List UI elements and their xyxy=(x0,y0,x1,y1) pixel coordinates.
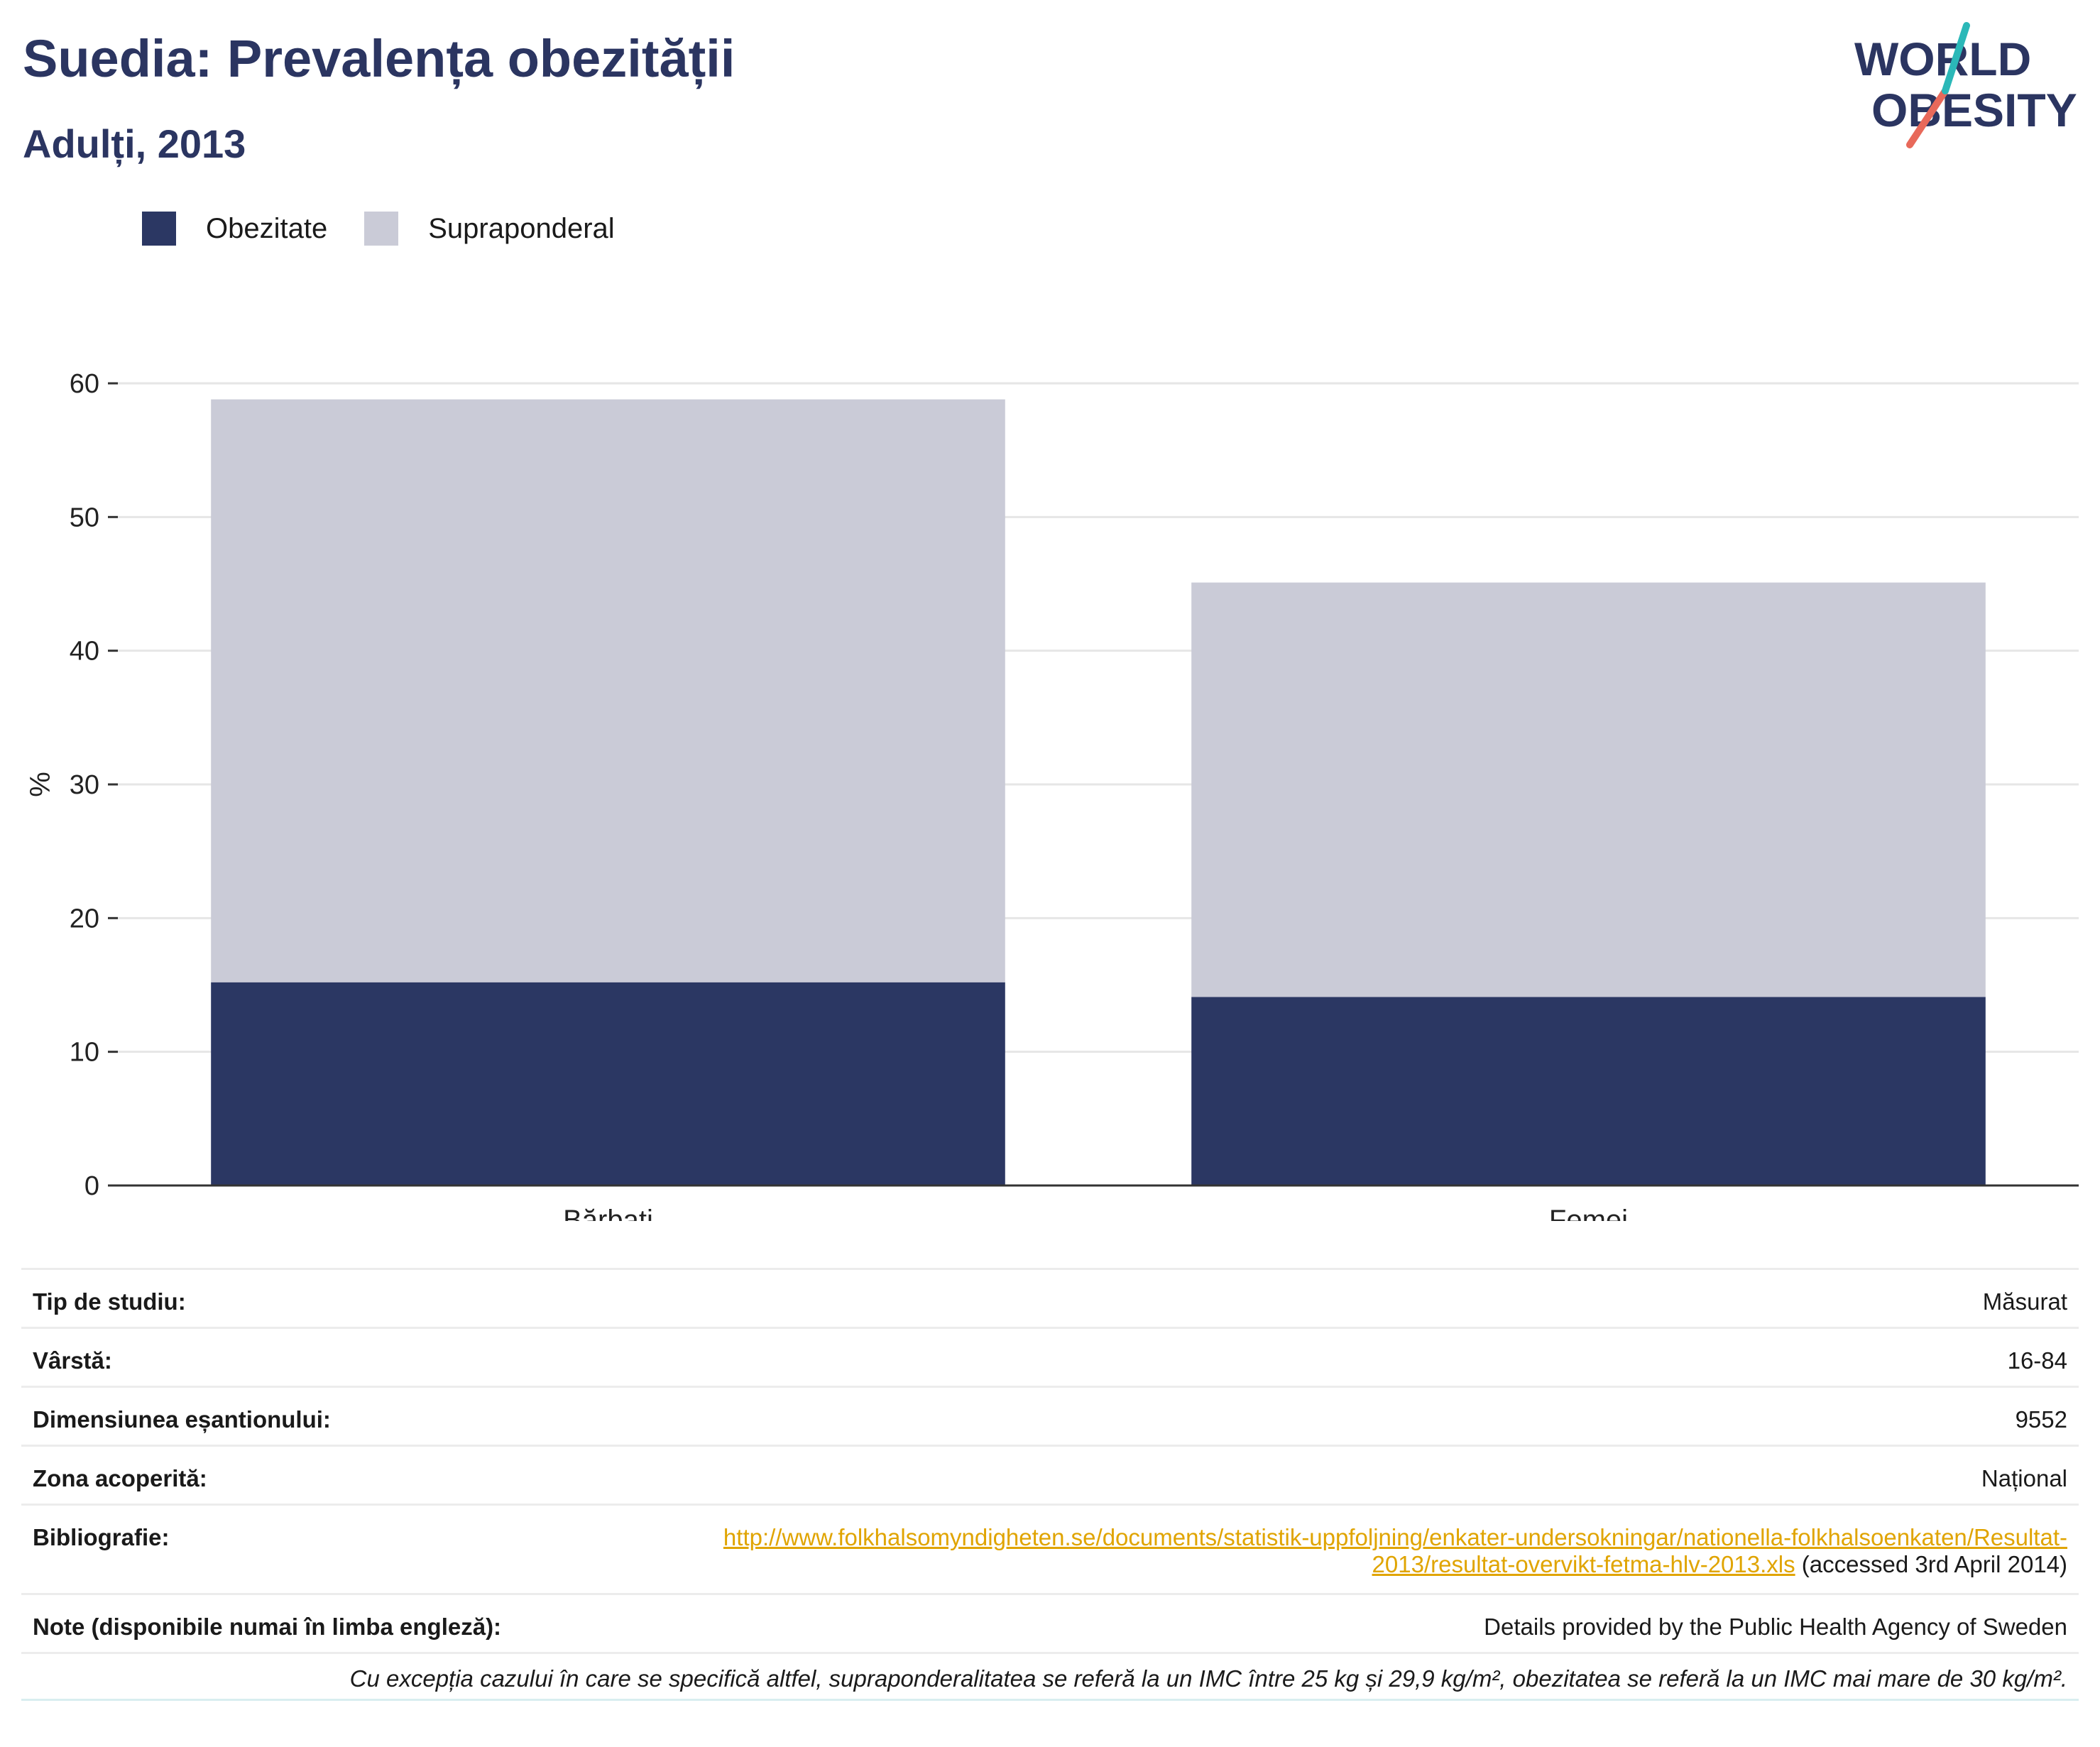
bar-overweight xyxy=(1191,582,1986,997)
info-row: Tip de studiu: Măsurat xyxy=(21,1268,2079,1327)
info-row: Dimensiunea eșantionului: 9552 xyxy=(21,1386,2079,1445)
legend-item-obesity[interactable]: Obezitate xyxy=(142,212,327,246)
info-row-bibliography: Bibliografie: http://www.folkhalsomyndig… xyxy=(21,1504,2079,1593)
x-tick-label: Femei xyxy=(1549,1205,1628,1221)
y-tick-label: 0 xyxy=(84,1171,99,1201)
divider xyxy=(21,1699,2079,1701)
chart-title: Suedia: Prevalența obezității xyxy=(23,29,735,88)
info-row-label: Tip de studiu: xyxy=(33,1288,186,1315)
svg-text:WORLD: WORLD xyxy=(1854,33,2031,85)
info-row-notes: Note (disponibile numai în limba engleză… xyxy=(21,1593,2079,1652)
legend-swatch-obesity xyxy=(142,212,176,246)
bibliography-accessed: (accessed 3rd April 2014) xyxy=(1795,1551,2067,1577)
info-row-value: 16-84 xyxy=(2007,1347,2067,1374)
info-row-label: Dimensiunea eșantionului: xyxy=(33,1406,331,1433)
chart-subtitle: Adulți, 2013 xyxy=(23,121,246,166)
info-row-label: Vârstă: xyxy=(33,1347,112,1374)
bar-overweight xyxy=(211,399,1005,982)
world-obesity-logo: WORLD OBESITY xyxy=(1854,22,2077,148)
svg-text:OBESITY: OBESITY xyxy=(1871,84,2077,136)
info-row: Zona acoperită: Național xyxy=(21,1445,2079,1504)
footnote: Cu excepția cazului în care se specifică… xyxy=(21,1652,2079,1699)
bibliography-value: http://www.folkhalsomyndigheten.se/docum… xyxy=(723,1524,2067,1578)
y-tick-label: 40 xyxy=(70,637,99,667)
x-tick-label: Bărbați xyxy=(563,1205,653,1221)
y-tick-label: 10 xyxy=(70,1038,99,1068)
notes-label: Note (disponibile numai în limba engleză… xyxy=(33,1614,502,1640)
info-row-value: Național xyxy=(1981,1465,2067,1491)
legend-label-overweight: Supraponderal xyxy=(428,212,615,244)
legend-item-overweight[interactable]: Supraponderal xyxy=(364,212,615,246)
info-row-value: Măsurat xyxy=(1982,1288,2067,1315)
info-row: Vârstă: 16-84 xyxy=(21,1327,2079,1386)
y-axis-label: % xyxy=(25,772,56,797)
chart-legend: Obezitate Supraponderal xyxy=(142,210,652,247)
bibliography-link-cont[interactable]: 2013/resultat-overvikt-fetma-hlv-2013.xl… xyxy=(1372,1551,1795,1577)
study-info-table: Tip de studiu: Măsurat Vârstă: 16-84 Dimensi… xyxy=(21,1268,2079,1701)
legend-swatch-overweight xyxy=(364,212,399,246)
y-tick-label: 30 xyxy=(70,770,99,800)
y-tick-label: 60 xyxy=(70,369,99,399)
bibliography-link[interactable]: http://www.folkhalsomyndigheten.se/docum… xyxy=(723,1524,2067,1550)
info-row-label: Zona acoperită: xyxy=(33,1465,207,1491)
bar-obesity xyxy=(1191,997,1986,1185)
bibliography-label: Bibliografie: xyxy=(33,1524,170,1550)
y-tick-label: 20 xyxy=(70,904,99,933)
info-row-value: 9552 xyxy=(2015,1406,2067,1433)
bar-chart: 0 10 20 30 40 50 60% Bărbați Femei xyxy=(25,369,2079,1221)
legend-label-obesity: Obezitate xyxy=(206,212,328,244)
bar-obesity xyxy=(211,982,1005,1185)
y-tick-label: 50 xyxy=(70,503,99,532)
notes-value: Details provided by the Public Health Ag… xyxy=(1484,1614,2067,1640)
